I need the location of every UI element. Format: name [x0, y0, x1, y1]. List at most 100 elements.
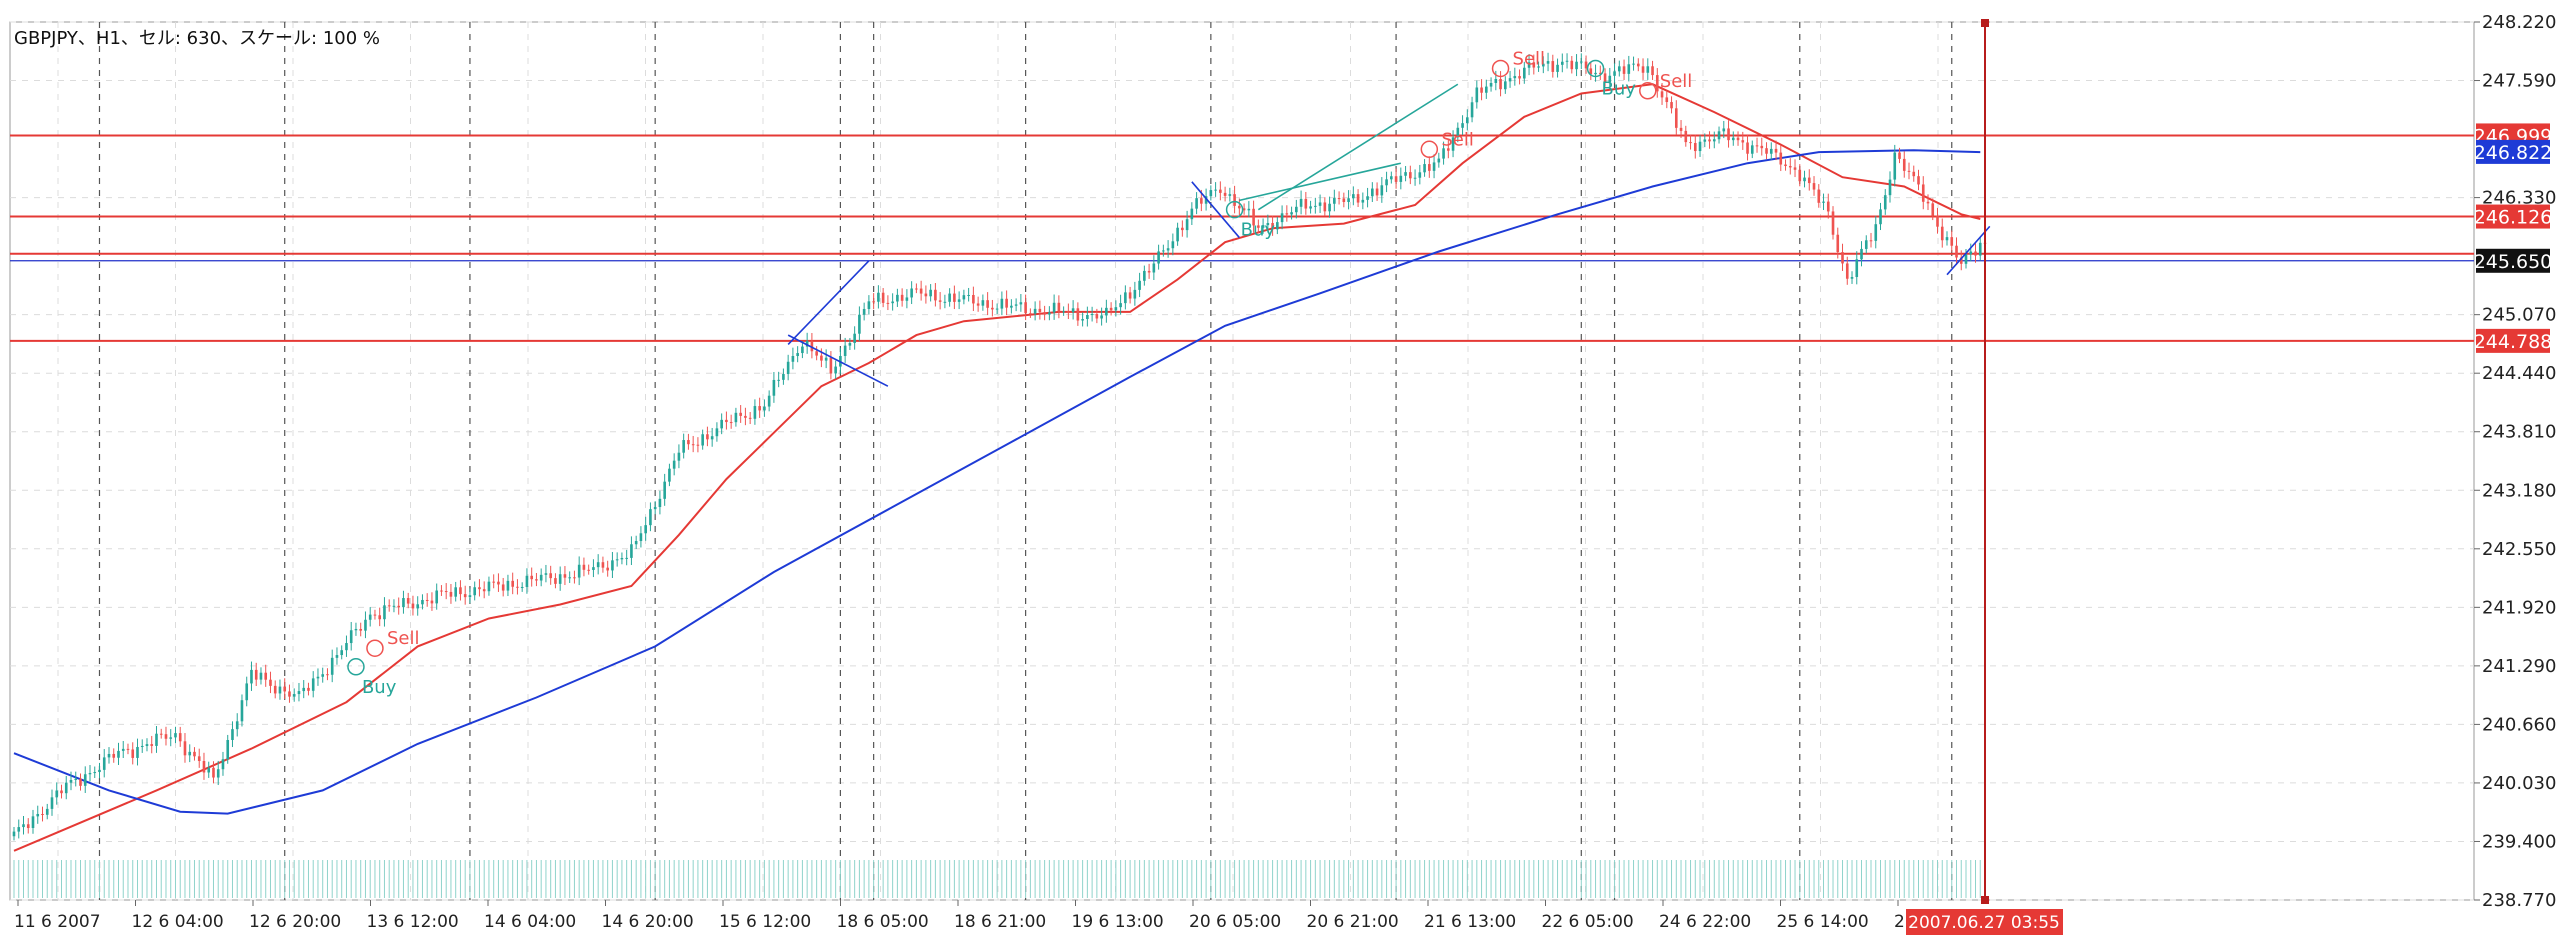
candle-body: [663, 481, 666, 499]
candle-body: [953, 293, 956, 302]
price-level-label: 245.650: [2474, 251, 2553, 273]
candle-body: [1712, 139, 1716, 142]
y-tick-label: 240.660: [2482, 714, 2556, 735]
candle-body: [1356, 194, 1360, 203]
candle-body: [1366, 196, 1369, 200]
candle-body: [995, 308, 999, 310]
candle-body: [991, 307, 994, 310]
candle-body: [729, 422, 733, 424]
candle-body: [136, 746, 139, 758]
candle-body: [596, 562, 600, 568]
candle-body: [1010, 305, 1013, 308]
candle-body: [1456, 127, 1460, 138]
candle-body: [1361, 199, 1365, 203]
candle-body: [1019, 302, 1023, 305]
candle-body: [910, 288, 913, 298]
candle-body: [1309, 206, 1312, 209]
y-tick-label: 240.030: [2482, 773, 2556, 794]
price-level-tag: [2476, 248, 2550, 273]
candle-body: [1841, 252, 1844, 264]
crosshair-cursor[interactable]: [1981, 19, 1989, 904]
candlesticks: [12, 52, 1987, 841]
candle-body: [307, 687, 310, 691]
candle-body: [406, 598, 410, 604]
candle-body: [1917, 176, 1920, 185]
candle-body: [1641, 66, 1645, 73]
candle-body: [50, 797, 54, 809]
moving-averages: [13, 83, 1981, 852]
y-tick-label: 248.220: [2482, 12, 2556, 33]
candle-body: [824, 357, 828, 361]
candle-body: [373, 614, 377, 616]
buy-signal-label: Buy: [1602, 78, 1637, 99]
candle-body: [1261, 225, 1265, 228]
candle-body: [810, 340, 814, 352]
candle-body: [311, 678, 315, 691]
candle-body: [150, 744, 154, 746]
trend-line: [1257, 83, 1459, 211]
candle-body: [1304, 198, 1308, 209]
candle-body: [1632, 63, 1635, 65]
candle-body: [1385, 179, 1388, 186]
candle-body: [45, 808, 49, 815]
candle-body: [1086, 314, 1089, 320]
candle-body: [929, 289, 932, 297]
candle-body: [1955, 245, 1958, 258]
candle-body: [1570, 60, 1574, 70]
candle-body: [1736, 137, 1740, 141]
candle-body: [539, 574, 543, 581]
candle-body: [1926, 201, 1930, 204]
candle-body: [986, 300, 989, 308]
candle-body: [1902, 158, 1906, 171]
candle-body: [815, 351, 818, 356]
candle-body: [1575, 61, 1578, 70]
sell-signal-marker: [1491, 59, 1510, 78]
candle-body: [41, 813, 44, 815]
candle-body: [1523, 67, 1526, 79]
candle-body: [1119, 303, 1122, 308]
candle-body: [259, 672, 263, 680]
candle-body: [1594, 72, 1597, 75]
trend-lines[interactable]: [787, 83, 1991, 387]
sell-signal-marker: [1639, 82, 1657, 100]
sell-signal-label: Sell: [1513, 48, 1546, 69]
candle-body: [183, 741, 187, 756]
candle-body: [1964, 254, 1968, 264]
candle-body: [915, 288, 918, 290]
candle-body: [601, 562, 605, 568]
candle-body: [1271, 223, 1274, 230]
candle-body: [1470, 102, 1474, 118]
candle-body: [278, 686, 282, 694]
candle-body: [1826, 201, 1830, 212]
candle-body: [682, 440, 685, 453]
candle-body: [1166, 248, 1170, 251]
candle-body: [231, 729, 234, 740]
candle-body: [411, 603, 415, 609]
buy-signal-label: Buy: [1241, 220, 1276, 241]
candle-body: [1076, 308, 1080, 321]
x-tick-label: 25 6 14:00: [1777, 912, 1869, 932]
candle-body: [1807, 177, 1811, 184]
candle-body: [905, 297, 909, 301]
y-tick-label: 247.590: [2482, 71, 2556, 92]
candle-body: [701, 434, 704, 446]
candle-body: [1850, 277, 1854, 279]
candle-body: [634, 541, 638, 545]
x-tick-label: 12 6 20:00: [249, 912, 341, 932]
candle-body: [981, 300, 985, 306]
candle-body: [1114, 307, 1118, 311]
candle-body: [145, 744, 149, 746]
candle-body: [886, 302, 890, 304]
candle-body: [1071, 308, 1075, 313]
candle-body: [1005, 298, 1008, 308]
candle-body: [767, 395, 771, 407]
candle-body: [364, 619, 367, 631]
candle-body: [1038, 308, 1042, 313]
candle-body: [1556, 64, 1559, 72]
candle-body: [791, 356, 795, 362]
candle-body: [630, 544, 633, 558]
candle-body: [1428, 164, 1431, 171]
candle-body: [482, 589, 486, 592]
